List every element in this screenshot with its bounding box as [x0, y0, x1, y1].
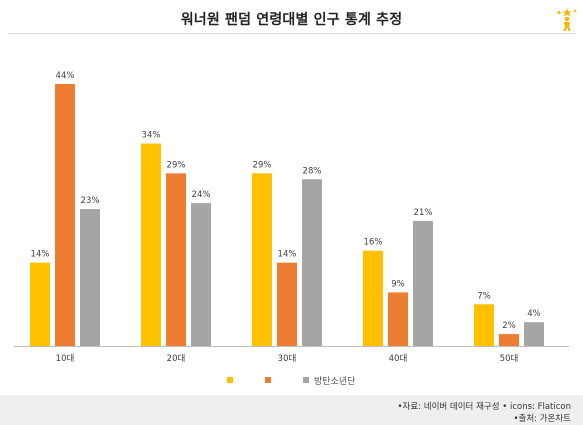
- footer-origin-note: •출처: 가온차트: [513, 414, 572, 424]
- bar-series-3-10대: [80, 209, 100, 346]
- title-divider: [8, 33, 575, 34]
- sparkle-figure-icon: [556, 8, 578, 31]
- bar-series-2-30대: [277, 262, 297, 346]
- bar-series-1-50대: [474, 304, 494, 346]
- x-tick-label-50대: 50대: [500, 354, 519, 364]
- bar-series-2-50대: [499, 334, 519, 346]
- legend-item-series-2: [265, 372, 276, 388]
- data-label-series-2-50대: 2%: [502, 321, 516, 331]
- footer-bar: •자료: 네이버 데이터 재구성 • icons: Flaticon •출처: …: [0, 395, 583, 425]
- bar-series-1-40대: [363, 250, 383, 346]
- x-tick-label-40대: 40대: [389, 354, 408, 364]
- bar-series-3-40대: [413, 220, 433, 346]
- data-label-series-1-20대: 34%: [142, 131, 161, 141]
- legend-label-series-3: 방탄소년단: [314, 376, 356, 387]
- data-label-series-1-30대: 29%: [253, 160, 272, 170]
- data-label-series-1-50대: 7%: [477, 291, 491, 301]
- data-label-series-3-40대: 21%: [414, 208, 433, 218]
- data-label-series-2-40대: 9%: [391, 279, 405, 289]
- data-label-series-1-40대: 16%: [364, 238, 383, 248]
- data-label-series-2-20대: 29%: [167, 160, 186, 170]
- data-label-series-2-30대: 14%: [278, 250, 297, 260]
- data-label-series-3-20대: 24%: [192, 190, 211, 200]
- x-tick-label-20대: 20대: [167, 354, 186, 364]
- x-tick-label-30대: 30대: [278, 354, 297, 364]
- legend-swatch-series-1: [227, 377, 233, 383]
- bar-series-2-10대: [55, 84, 75, 346]
- bar-series-1-30대: [252, 173, 272, 346]
- bar-series-1-20대: [141, 143, 161, 346]
- data-label-series-1-10대: 14%: [31, 250, 50, 260]
- data-label-series-3-10대: 23%: [81, 196, 100, 206]
- bar-series-3-20대: [191, 203, 211, 346]
- x-tick-label-10대: 10대: [56, 354, 75, 364]
- chart-legend: 방탄소년단: [0, 372, 583, 388]
- bar-series-1-10대: [30, 262, 50, 346]
- bar-series-2-20대: [166, 173, 186, 346]
- data-label-series-3-30대: 28%: [303, 166, 322, 176]
- data-label-series-2-10대: 44%: [56, 71, 75, 81]
- chart-title: 워너원 팬덤 연령대별 인구 통계 추정: [180, 12, 403, 28]
- legend-swatch-series-3: [303, 377, 309, 383]
- bar-series-3-30대: [302, 179, 322, 346]
- legend-item-series-1: [227, 372, 238, 388]
- bar-series-2-40대: [388, 292, 408, 346]
- bar-series-3-50대: [524, 322, 544, 346]
- legend-item-series-3: 방탄소년단: [303, 372, 355, 388]
- footer-source-note: •자료: 네이버 데이터 재구성 • icons: Flaticon: [397, 402, 571, 412]
- data-label-series-3-50대: 4%: [527, 309, 541, 319]
- legend-swatch-series-2: [265, 377, 271, 383]
